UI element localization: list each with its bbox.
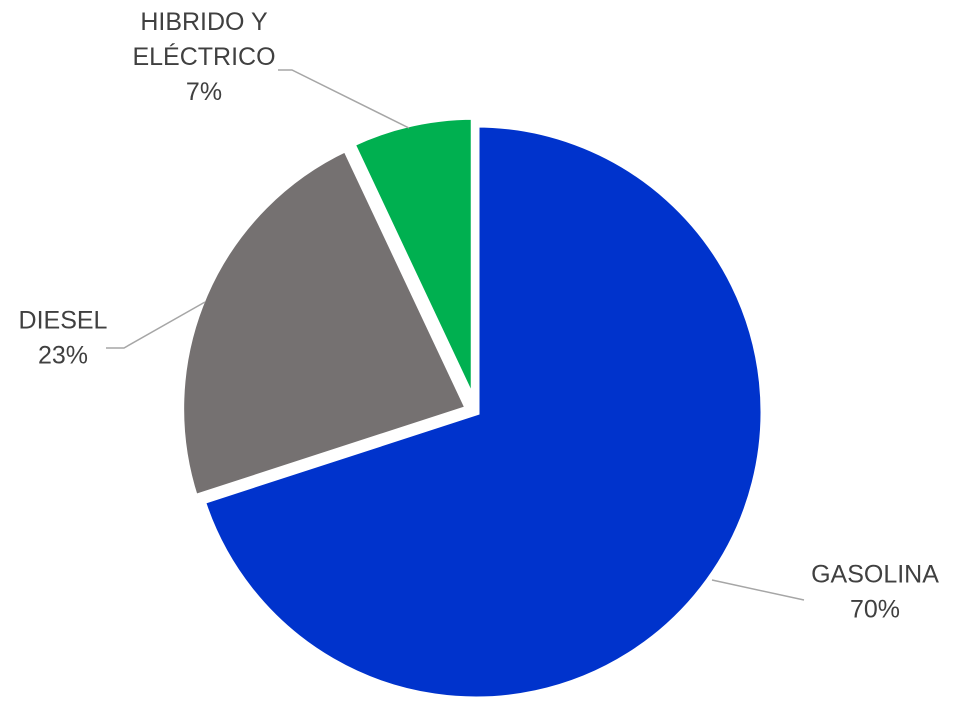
pie-slice-diesel [177,143,474,503]
data-label-value: 70% [850,596,900,624]
pie-slice-gasolina [197,120,768,704]
data-label-category: GASOLINA [811,561,939,589]
data-label-gasolina: GASOLINA 70% [811,561,939,624]
data-label-value: 7% [186,78,222,106]
data-label-value: 23% [38,342,88,370]
pie-slices [177,112,768,704]
pie-slice-hibrido-y-eléctrico [346,112,478,406]
data-label-diesel: DIESEL 23% [19,307,108,370]
data-labels: GASOLINA 70% DIESEL 23% HIBRIDO Y ELÉCTRICO 7% [19,8,940,624]
leader-line-diesel [106,301,206,349]
data-label-category: ELÉCTRICO [132,42,275,71]
data-label-category: DIESEL [19,307,108,335]
leader-line-hibrido-y-eléctrico [278,69,410,129]
data-label-category: HIBRIDO Y [140,8,268,36]
data-label-hibrido-y-eléctrico: HIBRIDO Y ELÉCTRICO 7% [132,8,275,106]
leader-line-gasolina [711,579,805,601]
leader-lines [106,69,805,601]
